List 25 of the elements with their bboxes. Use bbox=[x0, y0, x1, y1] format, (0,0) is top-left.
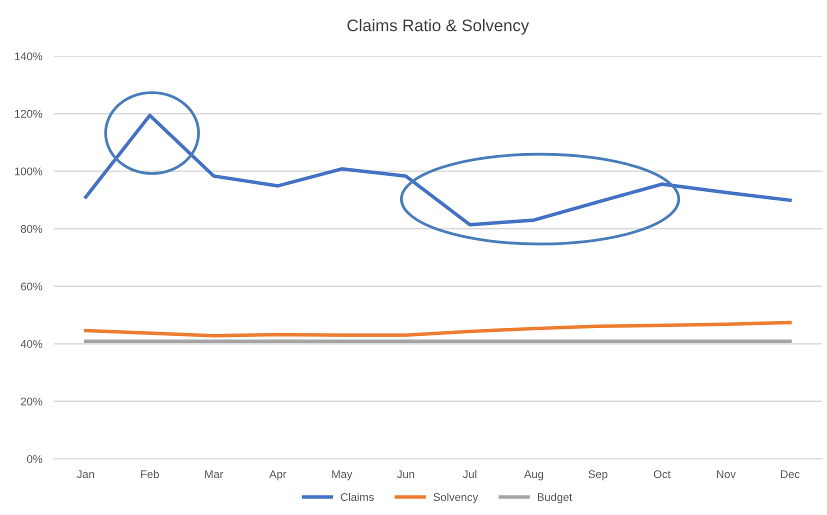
x-tick-label: Jan bbox=[76, 470, 94, 478]
x-tick-label: Dec bbox=[781, 470, 800, 478]
y-tick-label: 80% bbox=[20, 225, 42, 233]
x-tick-label: Feb bbox=[141, 470, 159, 478]
y-tick-label: 100% bbox=[15, 167, 42, 176]
legend-label: Solvency bbox=[434, 492, 478, 504]
y-tick-label: 40% bbox=[20, 340, 42, 348]
y-tick-label: 120% bbox=[15, 110, 42, 118]
x-tick-label: Oct bbox=[654, 470, 671, 478]
y-tick-label: 20% bbox=[20, 398, 42, 406]
x-tick-label: Jun bbox=[397, 470, 414, 478]
x-tick-label: May bbox=[332, 470, 352, 480]
line-series bbox=[84, 320, 792, 338]
x-tick-label: Sep bbox=[588, 470, 608, 480]
x-tick-label: Mar bbox=[205, 470, 224, 478]
x-tick-label: Nov bbox=[717, 470, 736, 478]
y-tick-label: 140% bbox=[15, 52, 42, 60]
chart-title: Claims Ratio & Solvency bbox=[348, 19, 530, 35]
y-tick-label: 60% bbox=[20, 282, 42, 290]
y-tick-label: 0% bbox=[27, 455, 42, 463]
legend-label: Budget bbox=[538, 492, 572, 504]
x-tick-label: Jul bbox=[462, 470, 476, 478]
x-tick-label: Aug bbox=[524, 470, 544, 480]
x-tick-label: Apr bbox=[269, 470, 286, 480]
legend-label: Claims bbox=[340, 492, 374, 502]
